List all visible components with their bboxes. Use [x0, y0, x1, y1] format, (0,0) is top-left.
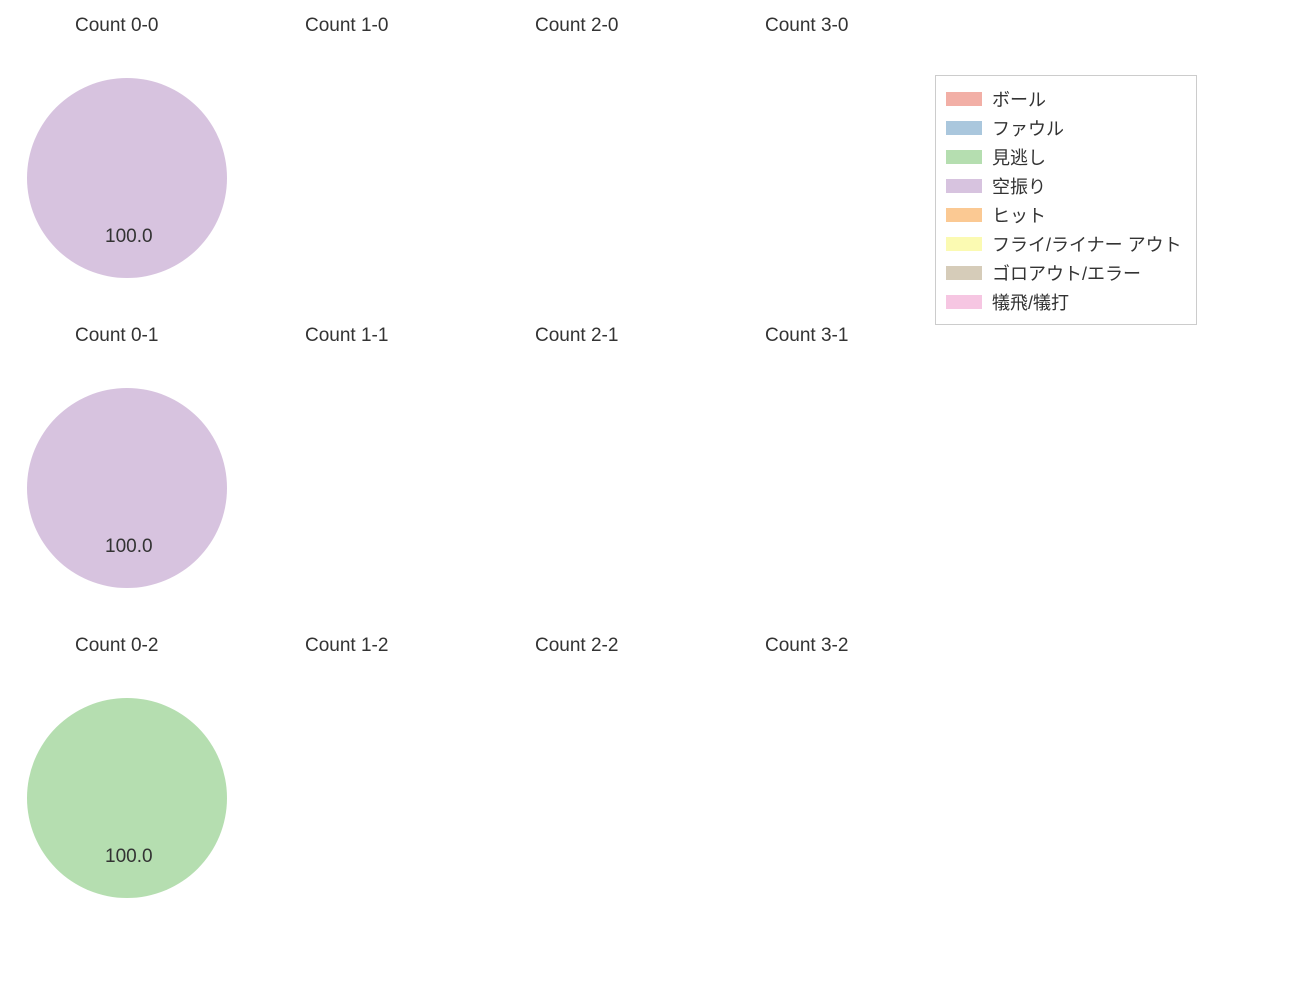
chart-cell-c32: Count 3-2 — [695, 630, 925, 940]
chart-title: Count 3-1 — [765, 325, 848, 347]
pie-chart — [27, 388, 227, 588]
chart-title: Count 2-0 — [535, 15, 618, 37]
legend: ボールファウル見逃し空振りヒットフライ/ライナー アウトゴロアウト/エラー犠飛/… — [935, 75, 1197, 325]
chart-title: Count 0-0 — [75, 15, 158, 37]
legend-swatch — [946, 266, 982, 280]
legend-swatch — [946, 150, 982, 164]
legend-swatch — [946, 121, 982, 135]
chart-cell-c02: Count 0-2 100.0 — [5, 630, 235, 940]
legend-item-look: 見逃し — [946, 142, 1182, 171]
pie-chart — [27, 698, 227, 898]
legend-swatch — [946, 237, 982, 251]
chart-cell-c21: Count 2-1 — [465, 320, 695, 630]
pie-value-label: 100.0 — [105, 846, 153, 868]
pie-wrap: 100.0 — [27, 78, 227, 278]
chart-title: Count 2-2 — [535, 635, 618, 657]
pie-wrap: 100.0 — [27, 698, 227, 898]
chart-cell-c00: Count 0-0 100.0 — [5, 10, 235, 320]
legend-item-sac: 犠飛/犠打 — [946, 287, 1182, 316]
chart-title: Count 1-1 — [305, 325, 388, 347]
chart-title: Count 0-1 — [75, 325, 158, 347]
legend-label: 空振り — [992, 173, 1046, 199]
chart-cell-c30: Count 3-0 — [695, 10, 925, 320]
chart-cell-c10: Count 1-0 — [235, 10, 465, 320]
pie-value-label: 100.0 — [105, 226, 153, 248]
chart-cell-c22: Count 2-2 — [465, 630, 695, 940]
pie-value-label: 100.0 — [105, 536, 153, 558]
chart-title: Count 3-2 — [765, 635, 848, 657]
pie-wrap: 100.0 — [27, 388, 227, 588]
legend-label: フライ/ライナー アウト — [992, 231, 1182, 257]
chart-title: Count 1-0 — [305, 15, 388, 37]
legend-item-flyliner: フライ/ライナー アウト — [946, 229, 1182, 258]
legend-label: 犠飛/犠打 — [992, 289, 1069, 315]
legend-item-hit: ヒット — [946, 200, 1182, 229]
chart-title: Count 2-1 — [535, 325, 618, 347]
legend-label: ヒット — [992, 202, 1046, 228]
legend-item-foul: ファウル — [946, 113, 1182, 142]
legend-swatch — [946, 208, 982, 222]
legend-label: ゴロアウト/エラー — [992, 260, 1141, 286]
chart-cell-c01: Count 0-1 100.0 — [5, 320, 235, 630]
legend-item-groundout: ゴロアウト/エラー — [946, 258, 1182, 287]
legend-label: ボール — [992, 86, 1046, 112]
chart-cell-c20: Count 2-0 — [465, 10, 695, 320]
legend-label: ファウル — [992, 115, 1064, 141]
chart-cell-c12: Count 1-2 — [235, 630, 465, 940]
chart-title: Count 3-0 — [765, 15, 848, 37]
chart-title: Count 0-2 — [75, 635, 158, 657]
legend-item-swing: 空振り — [946, 171, 1182, 200]
pie-chart — [27, 78, 227, 278]
legend-swatch — [946, 92, 982, 106]
chart-cell-c31: Count 3-1 — [695, 320, 925, 630]
legend-swatch — [946, 179, 982, 193]
legend-swatch — [946, 295, 982, 309]
chart-cell-c11: Count 1-1 — [235, 320, 465, 630]
chart-title: Count 1-2 — [305, 635, 388, 657]
legend-item-ball: ボール — [946, 84, 1182, 113]
legend-label: 見逃し — [992, 144, 1046, 170]
